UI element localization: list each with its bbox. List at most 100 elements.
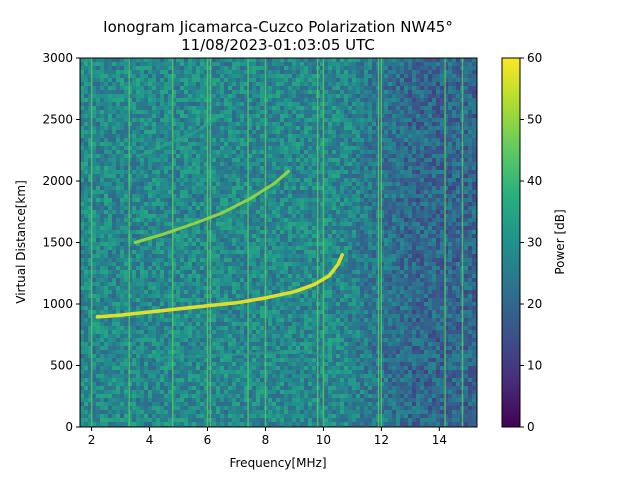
heatmap-cell	[100, 186, 104, 190]
heatmap-cell	[212, 286, 216, 290]
heatmap-cell	[284, 218, 288, 222]
heatmap-cell	[232, 374, 236, 378]
heatmap-cell	[196, 218, 200, 222]
heatmap-cell	[120, 82, 124, 86]
heatmap-cell	[96, 270, 100, 274]
heatmap-cell	[280, 170, 284, 174]
heatmap-cell	[256, 398, 260, 402]
heatmap-cell	[84, 202, 88, 206]
heatmap-cell	[196, 158, 200, 162]
heatmap-cell	[236, 306, 240, 310]
heatmap-cell	[180, 82, 184, 86]
heatmap-cell	[188, 214, 192, 218]
heatmap-cell	[196, 198, 200, 202]
heatmap-cell	[260, 186, 264, 190]
heatmap-cell	[80, 298, 84, 302]
heatmap-cell	[156, 206, 160, 210]
heatmap-cell	[108, 358, 112, 362]
heatmap-cell	[204, 202, 208, 206]
heatmap-cell	[100, 138, 104, 142]
heatmap-cell	[188, 66, 192, 70]
heatmap-cell	[284, 198, 288, 202]
heatmap-cell	[132, 406, 136, 410]
heatmap-cell	[188, 318, 192, 322]
heatmap-cell	[216, 74, 220, 78]
heatmap-cell	[252, 378, 256, 382]
heatmap-cell	[96, 98, 100, 102]
heatmap-cell	[188, 186, 192, 190]
heatmap-cell	[108, 170, 112, 174]
heatmap-cell	[164, 342, 168, 346]
heatmap-cell	[224, 162, 228, 166]
heatmap-cell	[112, 374, 116, 378]
heatmap-cell	[248, 390, 252, 394]
heatmap-cell	[128, 222, 132, 226]
heatmap-cell	[220, 358, 224, 362]
heatmap-cell	[136, 254, 140, 258]
heatmap-cell	[128, 418, 132, 422]
heatmap-cell	[196, 190, 200, 194]
heatmap-cell	[80, 258, 84, 262]
heatmap-cell	[236, 366, 240, 370]
heatmap-cell	[136, 250, 140, 254]
heatmap-cell	[256, 318, 260, 322]
heatmap-cell	[160, 302, 164, 306]
heatmap-cell	[116, 270, 120, 274]
heatmap-cell	[272, 174, 276, 178]
heatmap-cell	[80, 406, 84, 410]
heatmap-cell	[292, 206, 296, 210]
heatmap-cell	[276, 170, 280, 174]
heatmap-cell	[108, 250, 112, 254]
heatmap-cell	[124, 270, 128, 274]
heatmap-cell	[100, 318, 104, 322]
heatmap-cell	[164, 366, 168, 370]
heatmap-cell	[184, 314, 188, 318]
heatmap-cell	[236, 370, 240, 374]
heatmap-cell	[124, 214, 128, 218]
heatmap-cell	[276, 214, 280, 218]
heatmap-cell	[180, 138, 184, 142]
heatmap-cell	[192, 246, 196, 250]
heatmap-cell	[140, 414, 144, 418]
heatmap-cell	[132, 230, 136, 234]
heatmap-cell	[176, 318, 180, 322]
heatmap-cell	[288, 210, 292, 214]
heatmap-cell	[176, 370, 180, 374]
heatmap-cell	[272, 86, 276, 90]
heatmap-cell	[112, 178, 116, 182]
heatmap-cell	[92, 326, 96, 330]
heatmap-cell	[224, 370, 228, 374]
heatmap-cell	[280, 154, 284, 158]
heatmap-cell	[172, 326, 176, 330]
heatmap-cell	[220, 70, 224, 74]
heatmap-cell	[136, 362, 140, 366]
heatmap-cell	[232, 266, 236, 270]
heatmap-cell	[236, 422, 240, 426]
heatmap-cell	[232, 402, 236, 406]
heatmap-cell	[164, 270, 168, 274]
heatmap-cell	[248, 138, 252, 142]
heatmap-cell	[148, 146, 152, 150]
heatmap-cell	[148, 70, 152, 74]
heatmap-cell	[244, 422, 248, 426]
heatmap-cell	[212, 310, 216, 314]
heatmap-cell	[224, 338, 228, 342]
heatmap-cell	[96, 402, 100, 406]
heatmap-cell	[172, 98, 176, 102]
heatmap-cell	[116, 410, 120, 414]
heatmap-cell	[100, 398, 104, 402]
heatmap-cell	[224, 94, 228, 98]
heatmap-cell	[164, 234, 168, 238]
heatmap-cell	[292, 142, 296, 146]
heatmap-cell	[160, 62, 164, 66]
heatmap-cell	[252, 302, 256, 306]
heatmap-cell	[192, 350, 196, 354]
heatmap-cell	[128, 166, 132, 170]
heatmap-cell	[96, 202, 100, 206]
heatmap-cell	[128, 294, 132, 298]
heatmap-cell	[144, 314, 148, 318]
heatmap-cell	[140, 406, 144, 410]
heatmap-cell	[224, 74, 228, 78]
heatmap-cell	[236, 362, 240, 366]
heatmap-cell	[180, 382, 184, 386]
